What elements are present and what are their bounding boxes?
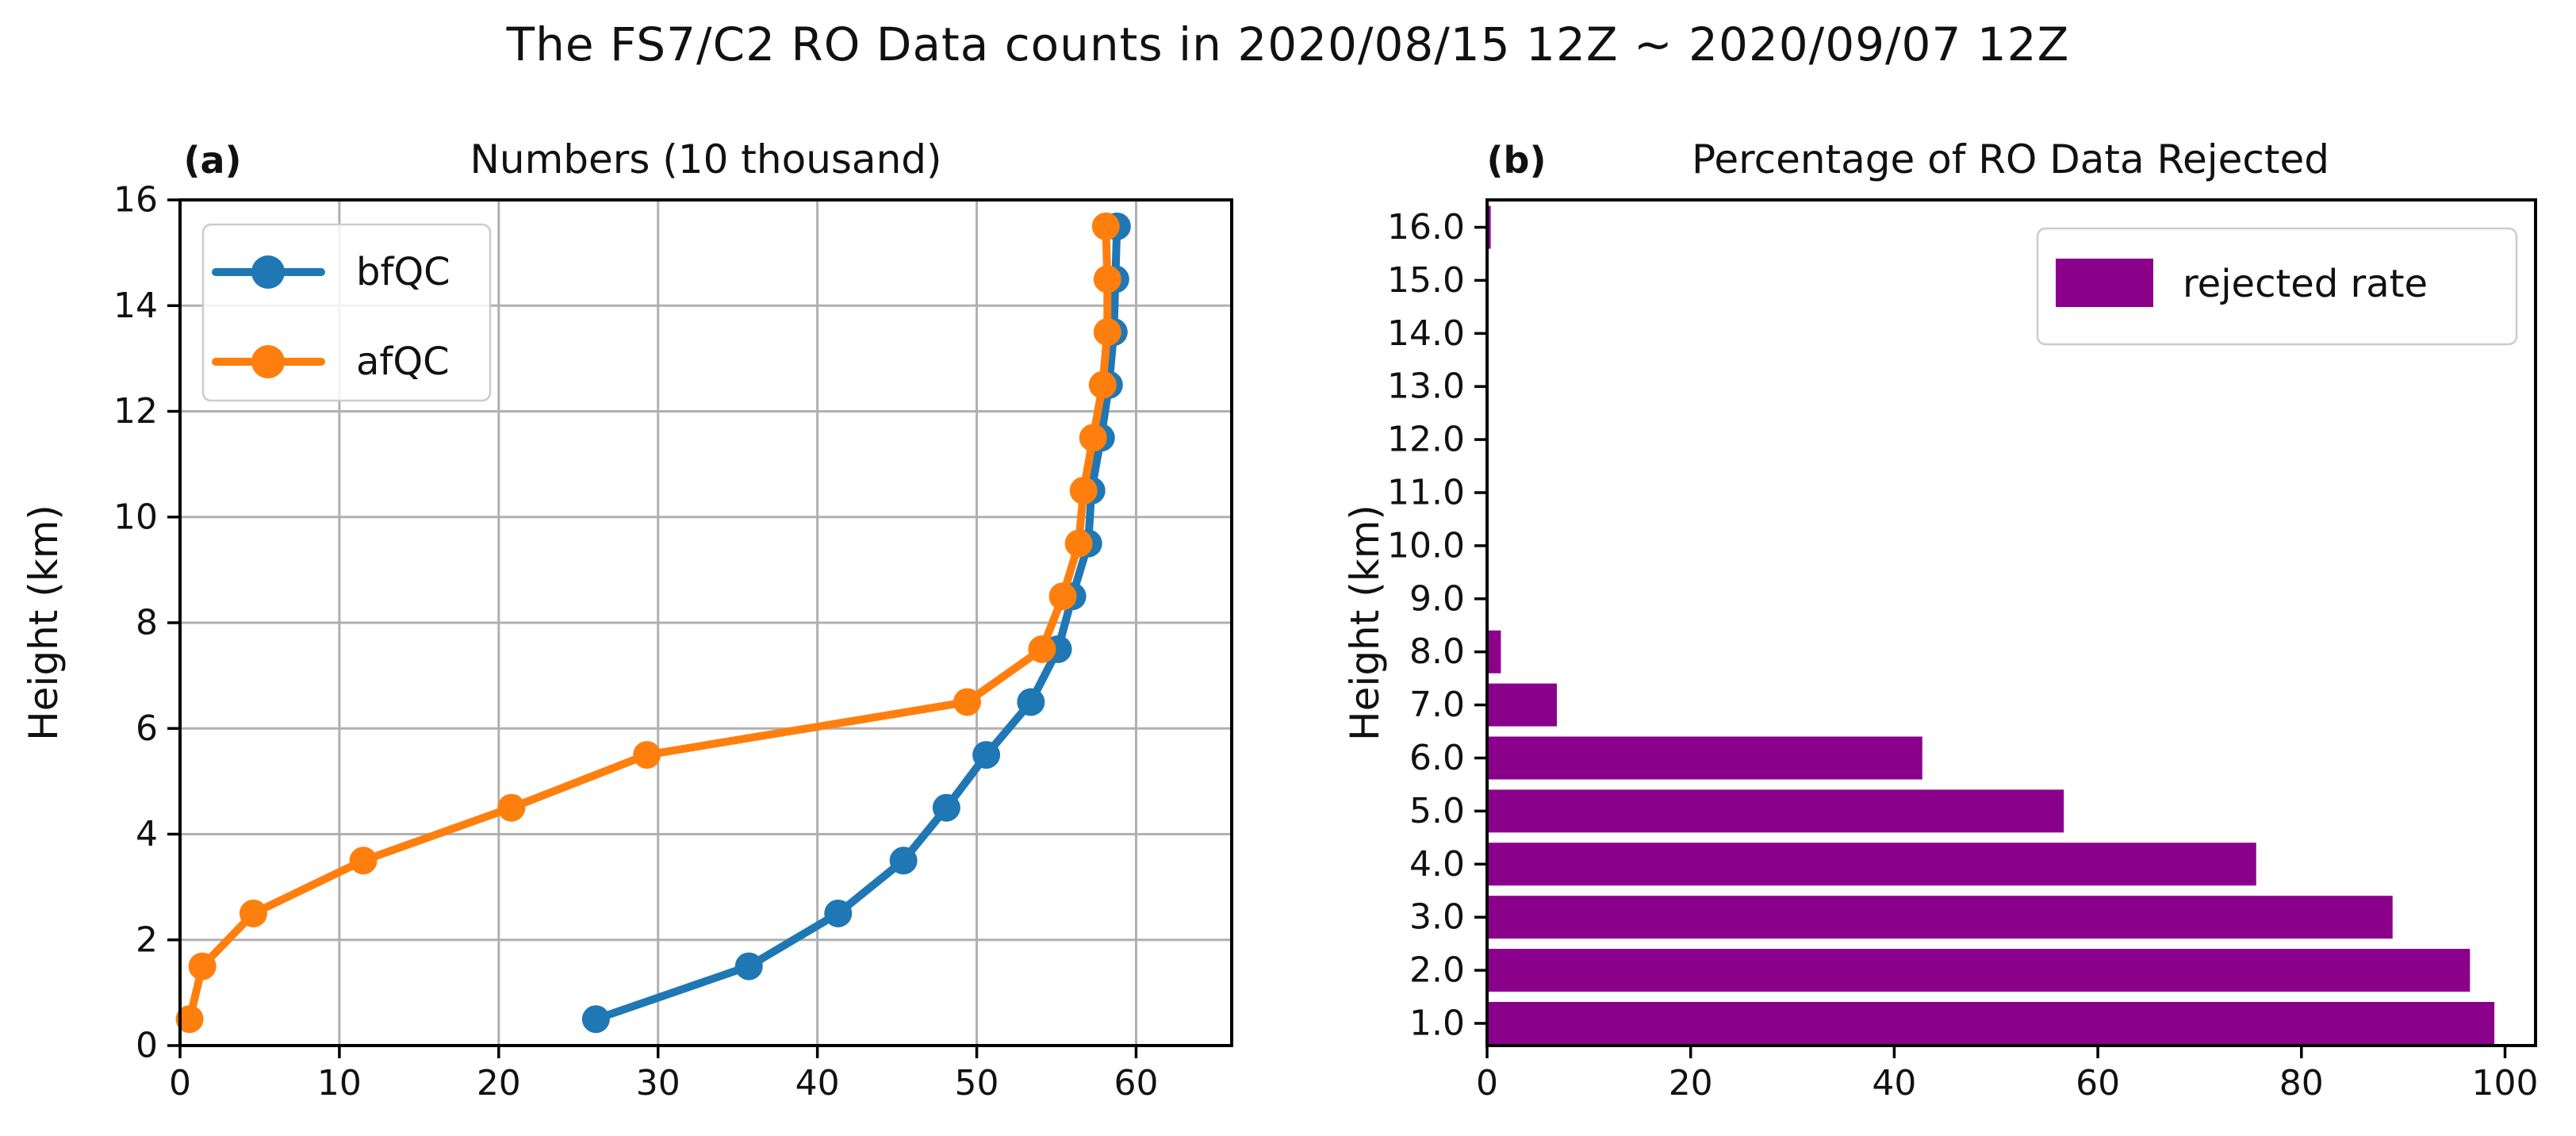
panel-a-y-tick-label: 0 — [136, 1026, 158, 1066]
afqc-marker — [1091, 212, 1120, 240]
panel-a-x-tick-label: 0 — [169, 1063, 191, 1103]
rejected-rate-bar — [1489, 842, 2256, 886]
legend-entry-label: rejected rate — [2183, 262, 2428, 306]
panel-b-y-tick-label: 12.0 — [1387, 420, 1465, 460]
afqc-marker — [239, 899, 267, 927]
panel-b-x-tick-label: 60 — [2076, 1063, 2120, 1103]
panel-b-y-tick-label: 3.0 — [1409, 897, 1465, 938]
afqc-marker — [633, 741, 661, 769]
panel-a-title: Numbers (10 thousand) — [470, 136, 941, 182]
panel-a-y-tick-label: 10 — [113, 497, 158, 537]
panel-a-spines — [178, 198, 1233, 1047]
panel-a-x-tick-label: 30 — [636, 1063, 680, 1103]
panel-a-y-tick-label: 4 — [136, 814, 158, 854]
legend-entry-label: bfQC — [356, 250, 450, 294]
bfqc-marker — [889, 846, 918, 875]
panel-b-title: Percentage of RO Data Rejected — [1692, 136, 2329, 182]
panel-a-y-tick-label: 14 — [113, 286, 158, 326]
rejected-rate-bar — [1489, 949, 2471, 992]
afqc-marker — [1093, 318, 1121, 347]
afqc-marker — [1064, 529, 1093, 558]
legend-swatch — [2056, 259, 2153, 307]
panel-a-y-tick-label: 16 — [113, 180, 158, 221]
rejected-rate-bar — [1489, 789, 2064, 833]
panel-a-y-tick-label: 2 — [136, 919, 158, 960]
panel-b: 0 20 40 60 80 100 16.0 15.0 14.0 13.0 12.0 11.0 10.0… — [1342, 136, 2538, 1103]
panel-a-y-tick-label: 8 — [136, 603, 158, 643]
afqc-line — [186, 222, 1112, 1023]
panel-b-y-tick-label: 14.0 — [1387, 313, 1465, 354]
afqc-marker — [349, 846, 378, 875]
afqc-marker — [1028, 635, 1056, 663]
panel-a: 0 10 20 30 40 50 60 0 2 4 6 8 10 12 14 16 (a) Numbers (10… — [21, 136, 1233, 1103]
panel-b-y-tick-label: 11.0 — [1387, 473, 1465, 513]
afqc-marker — [497, 793, 526, 822]
panel-a-y-tick-label: 12 — [113, 391, 158, 432]
rejected-rate-bar — [1489, 736, 1922, 780]
afqc-marker — [1069, 476, 1098, 505]
panel-b-x-tick-label: 20 — [1669, 1063, 1713, 1103]
panel-b-y-tick-label: 5.0 — [1409, 791, 1465, 831]
panel-b-label: (b) — [1487, 139, 1547, 182]
legend-marker-sample — [251, 255, 285, 289]
panel-a-legend: bfQC afQC — [201, 223, 492, 402]
bfqc-marker — [932, 793, 960, 822]
panel-b-ticks — [1474, 225, 2507, 1058]
afqc-series — [175, 212, 1121, 1034]
panel-a-ticks — [167, 198, 1138, 1058]
legend-box — [2036, 227, 2518, 346]
panel-b-x-tick-label: 40 — [1872, 1063, 1916, 1103]
panel-b-legend: rejected rate — [2036, 227, 2518, 346]
bfqc-marker — [581, 1005, 610, 1034]
rejected-rate-bar — [1489, 205, 1491, 249]
bfqc-marker — [824, 899, 853, 927]
afqc-marker — [1093, 265, 1121, 294]
panel-a-x-tick-label: 20 — [477, 1063, 521, 1103]
afqc-marker — [1079, 424, 1107, 452]
panel-a-y-tick-label: 6 — [136, 708, 158, 749]
bfqc-marker — [972, 741, 1001, 769]
legend-marker-sample — [251, 345, 285, 378]
rejected-rate-bar — [1489, 630, 1501, 674]
figure-title: The FS7/C2 RO Data counts in 2020/08/15 … — [506, 17, 2070, 71]
panel-b-y-tick-label: 4.0 — [1409, 844, 1465, 885]
rejected-rate-bar — [1489, 683, 1557, 727]
afqc-marker — [1088, 370, 1117, 399]
panel-a-label: (a) — [183, 139, 241, 182]
panel-b-y-tick-label: 16.0 — [1387, 207, 1465, 248]
panel-a-x-tick-label: 50 — [955, 1063, 999, 1103]
panel-b-y-tick-label: 7.0 — [1409, 685, 1465, 725]
legend-entry-label: afQC — [356, 340, 450, 384]
panel-b-y-tick-label: 2.0 — [1409, 950, 1465, 991]
rejected-rate-bar — [1489, 896, 2393, 939]
bfqc-line — [592, 222, 1121, 1023]
bfqc-marker — [1017, 688, 1045, 716]
panel-a-x-tick-label: 40 — [795, 1063, 840, 1103]
afqc-marker — [175, 1005, 204, 1034]
panel-b-ylabel: Height (km) — [1342, 505, 1388, 741]
panel-b-y-tick-label: 15.0 — [1387, 260, 1465, 301]
panel-b-y-tick-label: 8.0 — [1409, 631, 1465, 672]
panel-a-x-tick-label: 10 — [317, 1063, 362, 1103]
rejected-rate-bars — [1489, 205, 2495, 1045]
panel-b-y-tick-label: 1.0 — [1409, 1004, 1465, 1044]
afqc-marker — [1048, 582, 1077, 611]
panel-b-spines — [1485, 198, 2537, 1047]
rejected-rate-bar — [1489, 1002, 2495, 1045]
panel-b-y-tick-label: 6.0 — [1409, 738, 1465, 778]
afqc-marker — [188, 952, 217, 981]
panel-a-ylabel: Height (km) — [21, 505, 67, 741]
afqc-marker — [953, 688, 981, 716]
panel-b-y-tick-label: 10.0 — [1387, 525, 1465, 566]
bfqc-marker — [734, 952, 763, 981]
panel-b-y-tick-label: 13.0 — [1387, 367, 1465, 407]
panel-b-y-tick-label: 9.0 — [1409, 578, 1465, 619]
panel-b-x-tick-label: 80 — [2279, 1063, 2324, 1103]
panel-a-x-tick-label: 60 — [1114, 1063, 1158, 1103]
panel-b-x-tick-label: 100 — [2472, 1063, 2539, 1103]
panel-b-x-tick-label: 0 — [1476, 1063, 1498, 1103]
